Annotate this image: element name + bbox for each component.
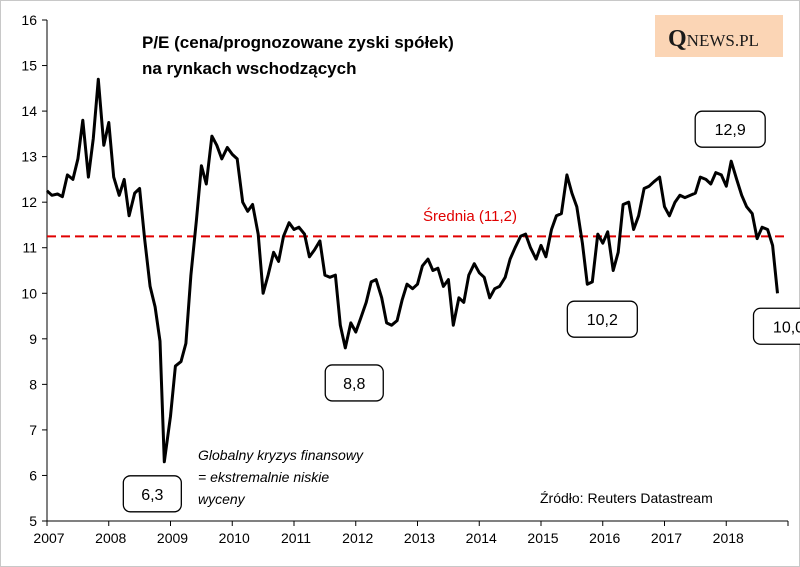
x-axis-ticks: 2007 2008 2009 2010 2011 2012 2013 2014 2015 2016… [33, 521, 789, 546]
average-label: Średnia (11,2) [423, 207, 517, 225]
brand-q: Q [668, 26, 687, 52]
crisis-annotation-line-2: = ekstremalnie niskie [198, 469, 329, 485]
y-tick-label-7: 7 [29, 422, 37, 438]
x-tick-label-2015: 2015 [527, 530, 558, 546]
callout-value: 10,2 [587, 312, 618, 329]
x-tick-label-2008: 2008 [95, 530, 126, 546]
x-tick-label-2010: 2010 [219, 530, 250, 546]
callout-value: 10,0 [773, 319, 800, 336]
y-tick-label-6: 6 [29, 467, 37, 483]
y-tick-label-13: 13 [21, 149, 37, 165]
y-tick-label-12: 12 [21, 194, 37, 210]
callout-box [694, 110, 766, 148]
callout-12-9: 12,9 [694, 110, 766, 148]
y-tick-label-11: 11 [22, 240, 37, 256]
x-tick-label-2016: 2016 [589, 530, 620, 546]
y-tick-label-5: 5 [29, 513, 37, 529]
crisis-annotation-line-3: wyceny [198, 491, 246, 507]
callout-6-3: 6,3 [122, 475, 182, 513]
callout-box [122, 475, 182, 513]
y-tick-label-9: 9 [29, 331, 37, 347]
callout-value: 6,3 [141, 487, 163, 504]
x-tick-label-2007: 2007 [33, 530, 64, 546]
y-axis-ticks: 5 6 7 8 9 10 11 12 13 14 15 16 [21, 12, 47, 529]
x-tick-label-2018: 2018 [713, 530, 744, 546]
y-tick-label-10: 10 [21, 285, 37, 301]
x-tick-label-2017: 2017 [651, 530, 682, 546]
y-tick-label-8: 8 [29, 376, 37, 392]
callout-value: 8,8 [343, 376, 365, 393]
y-tick-label-14: 14 [21, 103, 37, 119]
x-tick-label-2014: 2014 [466, 530, 497, 546]
callout-10-0: 10,0 [752, 307, 800, 345]
brand-background [655, 15, 783, 57]
crisis-annotation-line-1: Globalny kryzys finansowy [198, 447, 364, 463]
brand-text: QNEWS.PL [668, 26, 759, 52]
brand-logo: QNEWS.PL [655, 15, 783, 57]
value-callouts: 6,3 8,8 10,2 12,9 10,0 [122, 110, 800, 513]
y-tick-label-15: 15 [21, 58, 37, 74]
callout-box [324, 364, 384, 402]
x-tick-label-2009: 2009 [157, 530, 188, 546]
y-tick-label-16: 16 [21, 12, 37, 28]
callout-value: 12,9 [715, 122, 746, 139]
callout-box [566, 300, 638, 338]
chart-title-line-1: P/E (cena/prognozowane zyski spółek) [142, 33, 454, 52]
series-line-pe [45, 77, 779, 464]
x-tick-label-2013: 2013 [404, 530, 435, 546]
x-tick-label-2011: 2011 [281, 530, 311, 546]
callout-10-2: 10,2 [566, 300, 638, 338]
callout-box [752, 307, 800, 345]
x-tick-label-2012: 2012 [342, 530, 373, 546]
source-note: Źródło: Reuters Datastream [540, 490, 713, 506]
chart-title-line-2: na rynkach wschodzących [142, 59, 356, 78]
callout-8-8: 8,8 [324, 364, 384, 402]
brand-rest: NEWS.PL [687, 31, 759, 50]
